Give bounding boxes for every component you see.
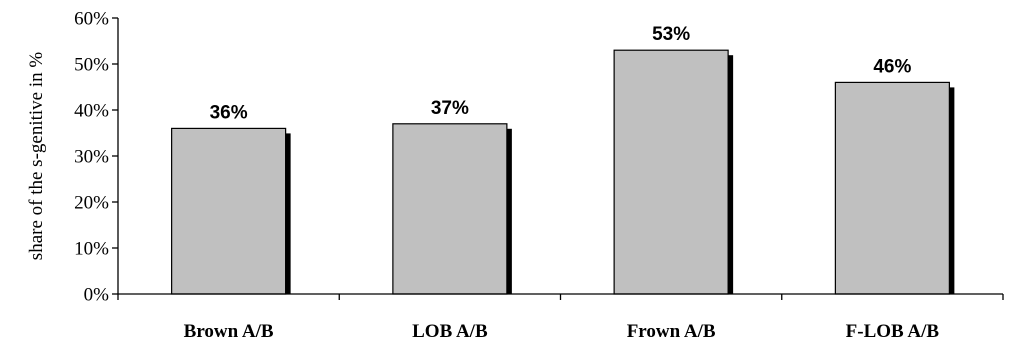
y-axis-title-group: share of the s-genitive in % [26, 52, 47, 261]
bar [171, 127, 287, 295]
bar [392, 123, 508, 295]
data-labels-group: 36% 37% 53% 46% [210, 24, 912, 123]
y-axis-title: share of the s-genitive in % [26, 52, 47, 261]
data-label: 36% [210, 102, 248, 123]
data-label: 46% [873, 56, 911, 77]
y-tick-label: 20% [74, 193, 109, 214]
axes-group [117, 18, 1004, 300]
x-category-label: Frown A/B [627, 321, 716, 342]
y-tick-label: 60% [74, 9, 109, 30]
y-tick-label: 40% [74, 101, 109, 122]
x-category-label: F-LOB A/B [846, 321, 940, 342]
x-category-label: Brown A/B [184, 321, 274, 342]
x-axis-labels: Brown A/B LOB A/B Frown A/B F-LOB A/B [184, 321, 940, 342]
x-category-label: LOB A/B [412, 321, 488, 342]
data-label: 37% [431, 98, 469, 119]
y-tick-label: 30% [74, 147, 109, 168]
y-tick-label: 10% [74, 239, 109, 260]
bar [613, 49, 729, 295]
y-tick-label: 0% [84, 285, 110, 306]
y-axis-ticks: 0% 10% 20% 30% 40% 50% 60% [74, 9, 118, 306]
bars-group [171, 49, 955, 295]
bar [834, 81, 950, 295]
y-tick-label: 50% [74, 55, 109, 76]
data-label: 53% [652, 24, 690, 45]
